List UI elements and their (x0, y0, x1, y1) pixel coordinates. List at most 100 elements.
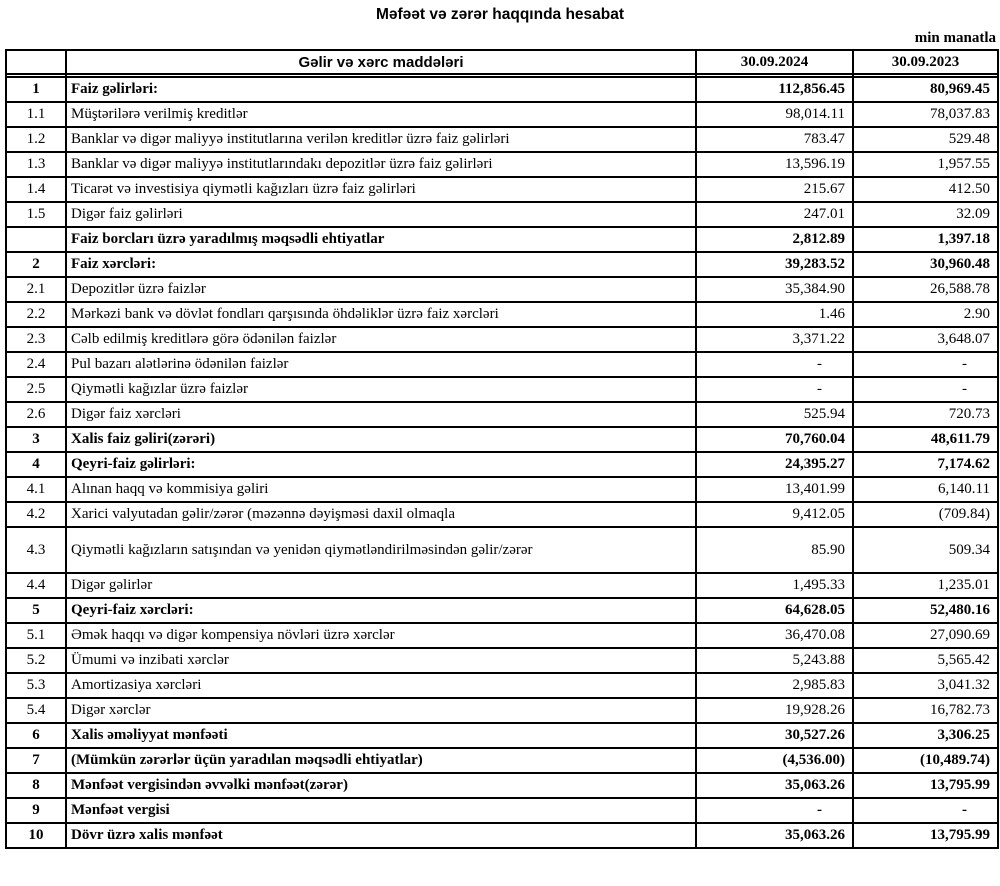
row-label: Amortizasiya xərcləri (65, 672, 697, 699)
value-2024: 39,283.52 (695, 251, 854, 278)
value-2023: 5,565.42 (852, 647, 999, 674)
table-row: 5.3 Amortizasiya xərcləri 2,985.83 3,041.32 (5, 672, 999, 699)
row-label: Xalis faiz gəliri(zərəri) (65, 426, 697, 453)
row-label: Pul bazarı alətlərinə ödənilən faizlər (65, 351, 697, 378)
corner-header-cell (5, 49, 67, 75)
value-2024: 85.90 (695, 526, 854, 574)
value-2024: 13,596.19 (695, 151, 854, 178)
value-2023: 13,795.99 (852, 822, 999, 849)
table-row: 1.2 Banklar və digər maliyyə institutları… (5, 126, 999, 153)
value-2023: 1,235.01 (852, 572, 999, 599)
row-number: 9 (5, 797, 67, 824)
table-row: 2.6 Digər faiz xərcləri 525.94 720.73 (5, 401, 999, 428)
value-2023: 27,090.69 (852, 622, 999, 649)
row-label: Cəlb edilmiş kreditlərə görə ödənilən fa… (65, 326, 697, 353)
table-row: 2.4 Pul bazarı alətlərinə ödənilən faizlə… (5, 351, 999, 378)
row-number: 4.3 (5, 526, 67, 574)
row-label: Xalis əməliyyat mənfəəti (65, 722, 697, 749)
row-label: Ticarət və investisiya qiymətli kağızlar… (65, 176, 697, 203)
table-row: 3 Xalis faiz gəliri(zərəri) 70,760.04 48,61… (5, 426, 999, 453)
value-2023: 529.48 (852, 126, 999, 153)
table-row: 10 Dövr üzrə xalis mənfəət 35,063.26 13,795… (5, 822, 999, 849)
row-label: Mənfəət vergisi (65, 797, 697, 824)
row-number: 4.4 (5, 572, 67, 599)
value-2023: 3,041.32 (852, 672, 999, 699)
row-label: Faiz borcları üzrə yaradılmış məqsədli e… (65, 226, 697, 253)
value-2024: - (695, 351, 854, 378)
value-2024: 98,014.11 (695, 101, 854, 128)
value-2023: 80,969.45 (852, 76, 999, 103)
row-number: 2.3 (5, 326, 67, 353)
row-label: Digər faiz gəlirləri (65, 201, 697, 228)
row-label: Digər gəlirlər (65, 572, 697, 599)
value-2023: 48,611.79 (852, 426, 999, 453)
value-2024: 35,063.26 (695, 822, 854, 849)
table-row: 2.1 Depozitlər üzrə faizlər 35,384.90 26,58… (5, 276, 999, 303)
row-number: 1.3 (5, 151, 67, 178)
value-2023: 3,648.07 (852, 326, 999, 353)
row-label: (Mümkün zərərlər üçün yaradılan məqsədli… (65, 747, 697, 774)
unit-note: min manatla (914, 30, 996, 46)
row-label: Alınan haqq və kommisiya gəliri (65, 476, 697, 503)
row-label: Müştərilərə verilmiş kreditlər (65, 101, 697, 128)
value-2023: 1,397.18 (852, 226, 999, 253)
value-2023: (709.84) (852, 501, 999, 528)
row-number: 2 (5, 251, 67, 278)
row-number: 4.1 (5, 476, 67, 503)
table-row: 2.5 Qiymətli kağızlar üzrə faizlər - - (5, 376, 999, 403)
row-label: Dövr üzrə xalis mənfəət (65, 822, 697, 849)
row-label: Qiymətli kağızlar üzrə faizlər (65, 376, 697, 403)
row-label: Ümumi və inzibati xərclər (65, 647, 697, 674)
value-2024: 525.94 (695, 401, 854, 428)
table-row: 5 Qeyri-faiz xərcləri: 64,628.05 52,480.16 (5, 597, 999, 624)
value-2023: 6,140.11 (852, 476, 999, 503)
value-2024: 36,470.08 (695, 622, 854, 649)
row-number: 1 (5, 76, 67, 103)
table-row: 5.4 Digər xərclər 19,928.26 16,782.73 (5, 697, 999, 724)
row-number: 4.2 (5, 501, 67, 528)
value-2023: - (852, 797, 999, 824)
row-number: 4 (5, 451, 67, 478)
value-2024: - (695, 797, 854, 824)
value-2024: 1.46 (695, 301, 854, 328)
row-number: 5.1 (5, 622, 67, 649)
row-label: Faiz xərcləri: (65, 251, 697, 278)
table-row: 1.3 Banklar və digər maliyyə institutları… (5, 151, 999, 178)
value-2024: 1,495.33 (695, 572, 854, 599)
value-2023: 13,795.99 (852, 772, 999, 799)
row-label: Qeyri-faiz gəlirləri: (65, 451, 697, 478)
row-number: 8 (5, 772, 67, 799)
table-row: 4.1 Alınan haqq və kommisiya gəliri 13,401… (5, 476, 999, 503)
table-row: 6 Xalis əməliyyat mənfəəti 30,527.26 3,306.… (5, 722, 999, 749)
header-spacer-row (5, 73, 999, 78)
value-2023: 30,960.48 (852, 251, 999, 278)
row-label: Digər xərclər (65, 697, 697, 724)
row-number: 5.3 (5, 672, 67, 699)
row-number: 2.5 (5, 376, 67, 403)
value-2023: - (852, 351, 999, 378)
table-row: 5.2 Ümumi və inzibati xərclər 5,243.88 5,56… (5, 647, 999, 674)
value-2023: 26,588.78 (852, 276, 999, 303)
value-2024: 9,412.05 (695, 501, 854, 528)
table-header-row: Gəlir və xərc maddələri 30.09.2024 30.09… (5, 49, 999, 75)
value-2023: 2.90 (852, 301, 999, 328)
value-2023: 3,306.25 (852, 722, 999, 749)
row-label: Depozitlər üzrə faizlər (65, 276, 697, 303)
row-label: Banklar və digər maliyyə institutlarında… (65, 151, 697, 178)
value-2024: 2,985.83 (695, 672, 854, 699)
value-2024: 112,856.45 (695, 76, 854, 103)
value-2023: 52,480.16 (852, 597, 999, 624)
row-number: 1.5 (5, 201, 67, 228)
table-row: 2.2 Mərkəzi bank və dövlət fondları qarşı… (5, 301, 999, 328)
value-2024: 70,760.04 (695, 426, 854, 453)
table-row: 9 Mənfəət vergisi - - (5, 797, 999, 824)
row-number: 2.2 (5, 301, 67, 328)
row-number: 3 (5, 426, 67, 453)
value-2024: 13,401.99 (695, 476, 854, 503)
row-number: 10 (5, 822, 67, 849)
row-label: Xarici valyutadan gəlir/zərər (məzənnə d… (65, 501, 697, 528)
value-2023: 16,782.73 (852, 697, 999, 724)
value-2024: 3,371.22 (695, 326, 854, 353)
table-row: 1.4 Ticarət və investisiya qiymətli kağız… (5, 176, 999, 203)
row-label: Qiymətli kağızların satışından və yenidə… (65, 526, 697, 574)
